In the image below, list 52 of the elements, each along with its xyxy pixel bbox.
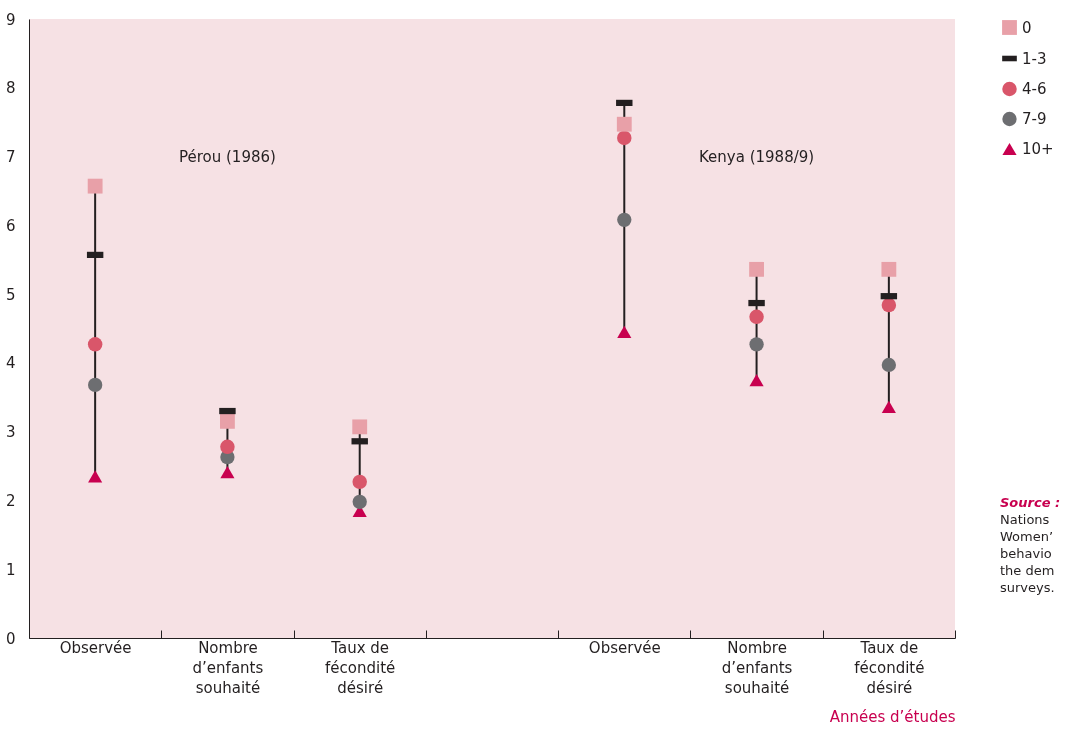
y-tick-label: 1 — [5, 560, 16, 579]
point — [87, 337, 103, 352]
x-tick-label: Observée — [59, 638, 132, 657]
point — [352, 419, 368, 435]
point — [881, 261, 897, 277]
point — [220, 413, 235, 429]
source-note: Source : — [1000, 494, 1061, 511]
point — [617, 212, 632, 227]
point — [749, 337, 764, 352]
text: Women’ — [1000, 528, 1055, 545]
text: the dem — [1000, 562, 1056, 579]
point — [749, 309, 764, 325]
legend-label: 1-3 — [1022, 49, 1047, 68]
point — [749, 373, 764, 387]
x-tick-label: Nombre d’enfants souhaité — [192, 638, 264, 697]
point — [749, 261, 764, 277]
point — [616, 116, 632, 132]
y-tick-label: 5 — [5, 285, 16, 304]
point — [88, 470, 103, 483]
point — [881, 400, 896, 414]
point — [881, 297, 897, 313]
legend-label: 7-9 — [1022, 110, 1047, 128]
point — [220, 466, 235, 479]
legend-label: 4-6 — [1022, 80, 1047, 98]
x-axis-title: Années d’études — [829, 707, 956, 726]
annotation: Kenya (1988/9) — [699, 147, 815, 166]
x-tick-label: Nombre d’enfants souhaité — [721, 638, 793, 697]
y-tick-label: 9 — [5, 10, 16, 29]
y-tick-label: 3 — [5, 423, 16, 442]
point — [87, 377, 103, 393]
text: behavio — [1000, 545, 1053, 562]
legend-label: 10+ — [1022, 140, 1054, 158]
y-tick-label: 8 — [5, 79, 16, 98]
point — [87, 178, 103, 194]
text: Nations — [1000, 511, 1051, 528]
y-tick-label: 2 — [5, 491, 16, 510]
point — [617, 130, 632, 146]
point — [352, 494, 367, 509]
annotation: Pérou (1986) — [178, 147, 276, 166]
x-tick-label: Taux de fécondité désiré — [854, 638, 925, 697]
legend-label: 0 — [1022, 18, 1032, 37]
y-tick-label: 4 — [5, 354, 16, 373]
x-tick-label: Observée — [588, 638, 661, 657]
y-tick-label: 6 — [5, 216, 16, 235]
y-tick-label: 0 — [5, 629, 16, 648]
point — [881, 357, 897, 373]
x-tick-label: Taux de fécondité désiré — [325, 638, 396, 697]
text: surveys. — [1000, 579, 1056, 596]
point — [617, 325, 632, 339]
y-tick-label: 7 — [5, 148, 16, 167]
point — [220, 439, 235, 455]
point — [352, 474, 367, 490]
